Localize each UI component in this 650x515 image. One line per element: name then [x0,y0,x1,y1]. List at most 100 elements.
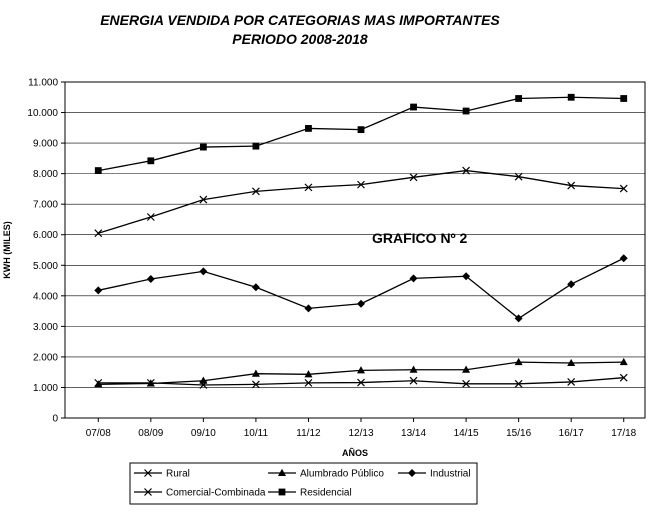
legend-marker [144,469,152,477]
series-comercial-combinada [94,166,628,238]
data-point [199,195,208,204]
legend-marker [278,468,286,476]
data-point [94,167,102,174]
y-axis-label: KWH (MILES) [2,221,12,279]
data-point [409,376,418,385]
y-tick-label: 8.000 [33,169,58,180]
series-alumbrado-p-blico [94,357,628,388]
series-line [98,377,624,386]
x-tick-label: 15/16 [506,428,531,439]
y-axis: 0 1.000 2.000 3.000 4.000 5.000 6.000 7.000 8.00… [27,78,65,425]
legend: Rural Alumbrado Público Industrial Comercia… [129,462,478,505]
data-point [357,366,365,374]
legend-item: Rural [134,469,190,480]
data-point [619,254,628,263]
data-point [304,304,313,313]
data-point [409,365,418,373]
data-point [514,172,523,181]
data-point [199,143,207,151]
data-point [619,184,628,193]
x-tick-label: 13/14 [401,428,426,439]
data-point [357,126,365,134]
y-tick-label: 11.000 [28,78,58,89]
data-point [567,181,576,190]
data-point [146,275,155,284]
data-point [199,267,208,276]
data-point [567,378,576,386]
series-line [98,257,625,320]
data-point [567,280,576,289]
data-point [251,369,260,377]
data-point [567,93,575,101]
data-point [304,378,313,387]
legend-label: Comercial-Combinada [166,488,266,499]
x-tick-label: 09/10 [191,428,216,439]
y-tick-label: 5.000 [33,261,58,272]
legend-label: Industrial [430,469,471,480]
legend-label: Rural [166,469,190,480]
data-point [462,166,471,175]
y-tick-label: 0 [52,414,58,425]
data-point [251,283,260,292]
data-point [514,314,523,323]
series-line [98,169,624,234]
y-tick-label: 3.000 [33,322,58,333]
data-point [619,357,628,366]
data-point [462,272,471,281]
chart-annotation: GRAFICO Nº 2 [372,230,468,246]
data-point [94,286,103,295]
x-axis: 07/08 08/09 09/10 10/11 11/12 12/13 13/14 14/15… [86,418,637,439]
y-tick-label: 6.000 [33,230,58,241]
legend-item: Residencial [268,488,352,499]
data-point [357,299,365,308]
data-point [462,379,471,388]
data-point [462,107,470,115]
data-point [251,187,260,196]
data-point [620,95,628,102]
y-tick-label: 1.000 [33,383,58,394]
x-tick-label: 17/18 [611,428,636,439]
legend-item: Comercial-Combinada [134,488,266,499]
legend-label: Residencial [300,488,352,499]
x-axis-label: AÑOS [342,448,368,458]
series-line [98,96,624,172]
y-tick-label: 2.000 [33,352,58,363]
data-point [409,274,418,283]
data-point [251,380,260,389]
x-tick-label: 08/09 [138,428,163,439]
data-point [357,378,365,387]
x-tick-label: 14/15 [454,428,479,439]
data-point [305,125,312,132]
x-tick-label: 11/12 [296,428,321,439]
data-point [146,213,155,221]
data-point [514,357,523,366]
legend-item: Industrial [398,469,471,480]
legend-marker [408,469,416,477]
data-point [567,358,576,367]
data-point [199,376,208,384]
data-point [410,103,417,111]
legend-label: Alumbrado Público [300,469,384,480]
series-group [94,93,628,389]
data-point [94,229,103,238]
data-point [514,379,523,388]
data-point [619,373,628,382]
y-tick-label: 9.000 [33,139,58,150]
data-point [462,365,471,373]
data-point [515,95,523,102]
x-tick-label: 12/13 [348,428,373,439]
gridlines [65,112,645,388]
legend-box [129,462,478,505]
chart-subtitle: PERIODO 2008-2018 [232,31,368,47]
x-tick-label: 10/11 [244,428,269,439]
data-point [304,183,313,192]
legend-marker [278,488,286,496]
data-point [357,180,365,189]
legend-item: Alumbrado Público [268,469,384,480]
data-point [146,379,155,387]
x-tick-label: 07/08 [86,428,111,439]
x-tick-label: 16/17 [559,428,584,439]
series-rural [94,373,628,389]
y-tick-label: 10.000 [27,108,58,119]
y-tick-label: 7.000 [33,200,58,211]
